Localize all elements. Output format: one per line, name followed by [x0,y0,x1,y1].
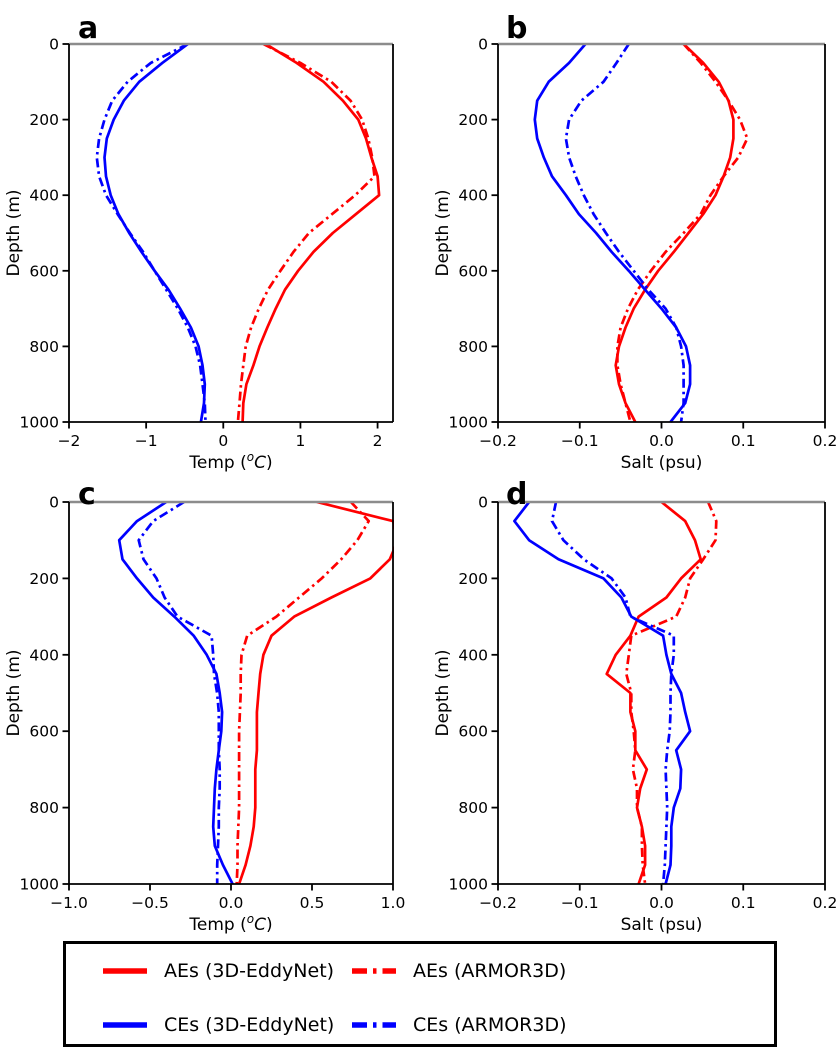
legend-line-sample [352,1022,396,1028]
legend-label-aes-armor3d: AEs (ARMOR3D) [413,960,567,982]
curve-c-1 [235,501,371,885]
legend-label-aes-eddynet: AEs (3D-EddyNet) [164,960,335,982]
y-tick-label: 400 [458,187,488,205]
x-tick-label: −0.2 [479,894,517,912]
x-tick-label: −1 [135,432,158,450]
y-tick-label: 600 [458,723,488,741]
x-tick-label: −2 [58,432,81,450]
legend-box: AEs (3D-EddyNet) AEs (ARMOR3D) CEs (3D-E… [63,941,777,1047]
curve-a-3 [95,43,207,423]
x-tick-label: 0.1 [731,432,756,450]
x-tick-label: 0.2 [813,894,836,912]
x-tick-label: −0.1 [561,894,599,912]
curve-c-2 [117,501,234,885]
y-tick-label: 600 [29,723,59,741]
y-tick-label: 0 [478,494,488,512]
curve-b-2 [533,43,692,423]
curve-b-3 [564,43,685,423]
x-tick-label: 0 [218,432,228,450]
x-tick-label: 0.0 [649,432,674,450]
curve-a-1 [236,43,376,423]
y-tick-label: 200 [29,111,59,129]
legend-label-ces-armor3d: CEs (ARMOR3D) [413,1014,567,1036]
x-tick-label: 1.0 [381,894,406,912]
curve-d-2 [513,501,692,885]
x-axis-label: Temp (oC) [188,450,272,473]
y-axis-label: Depth (m) [4,189,24,276]
x-tick-label: 0.0 [219,894,244,912]
y-axis-label: Depth (m) [433,189,453,276]
y-tick-label: 200 [458,570,488,588]
panel-c: −1.0 −0.5 0.0 0.5 1.0 0 200 400 600 800 1000 Temp (… [4,477,405,935]
x-tick-label: −0.2 [479,432,517,450]
y-tick-label: 600 [458,262,488,280]
panel-b: −0.2 −0.1 0.0 0.1 0.2 0 200 400 600 800 1000 Salt (… [433,11,836,473]
legend-line-sample [352,968,396,974]
x-axis-label: Salt (psu) [621,453,703,473]
x-tick-label: 0.5 [300,894,325,912]
x-axis-label: Temp (oC) [188,912,272,935]
curve-d-0 [605,501,703,885]
x-tick-label: 2 [373,432,383,450]
y-tick-label: 800 [458,799,488,817]
x-tick-label: −0.5 [131,894,169,912]
x-tick-label: 0.0 [649,894,674,912]
y-tick-label: 400 [29,646,59,664]
legend-entry-aes-eddynet: AEs (3D-EddyNet) [102,958,334,984]
x-tick-label: −1.0 [50,894,88,912]
curve-b-0 [614,43,735,423]
y-tick-label: 200 [29,570,59,588]
y-tick-label: 800 [29,799,59,817]
y-tick-label: 800 [458,338,488,356]
curve-c-0 [237,501,394,885]
y-tick-label: 200 [458,111,488,129]
legend-entry-ces-armor3d: CEs (ARMOR3D) [351,1012,567,1038]
panel-a: −2 −1 0 1 2 0 200 400 600 800 1000 Temp (oC) Depth (… [4,11,394,473]
y-tick-label: 400 [458,646,488,664]
legend-entry-ces-eddynet: CEs (3D-EddyNet) [102,1012,334,1038]
curve-d-3 [550,501,676,885]
curve-b-1 [616,43,749,423]
y-tick-label: 1000 [20,876,59,894]
y-tick-label: 0 [478,36,488,54]
panel-letter-c: c [78,477,96,512]
panel-letter-b: b [506,11,527,46]
y-tick-label: 0 [49,494,59,512]
curve-c-3 [137,501,222,884]
y-tick-label: 0 [49,36,59,54]
curve-a-0 [241,43,381,423]
y-axis-label: Depth (m) [4,649,24,736]
x-axis-label: Salt (psu) [621,915,703,935]
y-tick-label: 800 [29,338,59,356]
x-tick-label: −0.1 [561,432,599,450]
legend-label-ces-eddynet: CEs (3D-EddyNet) [164,1014,335,1036]
y-tick-label: 1000 [449,876,488,894]
y-tick-label: 400 [29,187,59,205]
x-tick-label: 1 [295,432,305,450]
y-tick-label: 1000 [20,414,59,432]
y-axis-label: Depth (m) [433,649,453,736]
legend-entry-aes-armor3d: AEs (ARMOR3D) [351,958,566,984]
y-tick-label: 1000 [449,414,488,432]
curve-a-2 [103,43,207,423]
panel-letter-d: d [506,477,527,512]
panel-letter-a: a [78,11,98,46]
x-tick-label: 0.1 [731,894,756,912]
x-tick-label: 0.2 [813,432,836,450]
legend-line-sample [103,1022,147,1028]
legend-line-sample [103,968,147,974]
y-tick-label: 600 [29,262,59,280]
panel-d: −0.2 −0.1 0.0 0.1 0.2 0 200 400 600 800 1000 Salt (… [433,477,836,935]
